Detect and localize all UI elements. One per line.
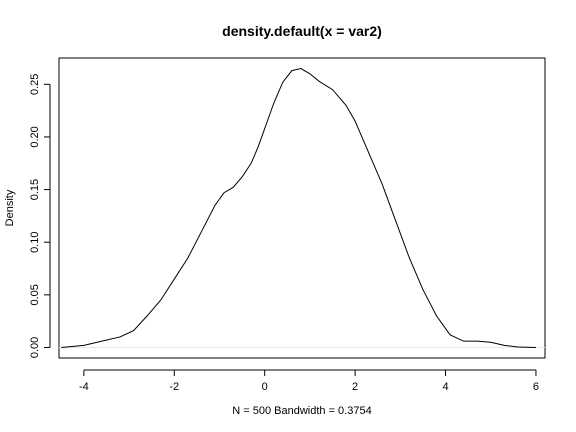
x-tick-label: -4	[79, 381, 89, 393]
x-axis: -4 -2 0 2 4 6	[79, 369, 539, 393]
x-tick-label: 6	[533, 381, 539, 393]
y-tick-label: 0.00	[29, 337, 41, 358]
x-tick-label: 2	[352, 381, 358, 393]
x-tick-label: 4	[442, 381, 448, 393]
y-tick-label: 0.25	[29, 74, 41, 95]
x-tick-label: -2	[169, 381, 179, 393]
y-axis: 0.00 0.05 0.10 0.15 0.20 0.25	[29, 74, 51, 358]
y-tick-label: 0.05	[29, 284, 41, 305]
chart-title: density.default(x = var2)	[222, 23, 382, 39]
x-tick-label: 0	[262, 381, 268, 393]
y-tick-label: 0.10	[29, 231, 41, 252]
x-axis-label: N = 500 Bandwidth = 0.3754	[232, 405, 371, 417]
y-tick-label: 0.15	[29, 179, 41, 200]
density-curve	[61, 67, 536, 348]
plot-frame	[58, 57, 546, 359]
y-axis-label: Density	[4, 189, 16, 226]
y-tick-label: 0.20	[29, 126, 41, 147]
